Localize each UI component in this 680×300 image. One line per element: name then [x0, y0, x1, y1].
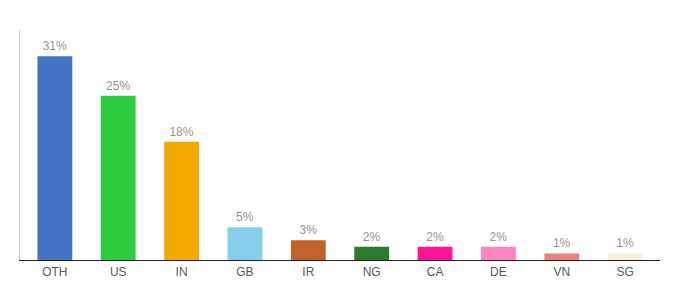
svg-text:5%: 5%	[236, 210, 254, 224]
svg-text:2%: 2%	[426, 230, 444, 244]
svg-text:IR: IR	[302, 265, 314, 279]
svg-text:CA: CA	[427, 265, 444, 279]
svg-text:DE: DE	[490, 265, 507, 279]
svg-text:VN: VN	[553, 265, 570, 279]
svg-text:SG: SG	[616, 265, 633, 279]
svg-text:1%: 1%	[616, 236, 634, 250]
svg-text:GB: GB	[236, 265, 253, 279]
svg-text:2%: 2%	[363, 230, 381, 244]
svg-text:IN: IN	[176, 265, 188, 279]
svg-text:2%: 2%	[490, 230, 508, 244]
svg-text:31%: 31%	[43, 39, 67, 53]
svg-text:NG: NG	[363, 265, 381, 279]
svg-text:OTH: OTH	[42, 265, 67, 279]
svg-text:1%: 1%	[553, 236, 571, 250]
svg-text:25%: 25%	[106, 79, 130, 93]
svg-text:US: US	[110, 265, 127, 279]
svg-text:3%: 3%	[299, 223, 317, 237]
svg-text:18%: 18%	[169, 125, 193, 139]
